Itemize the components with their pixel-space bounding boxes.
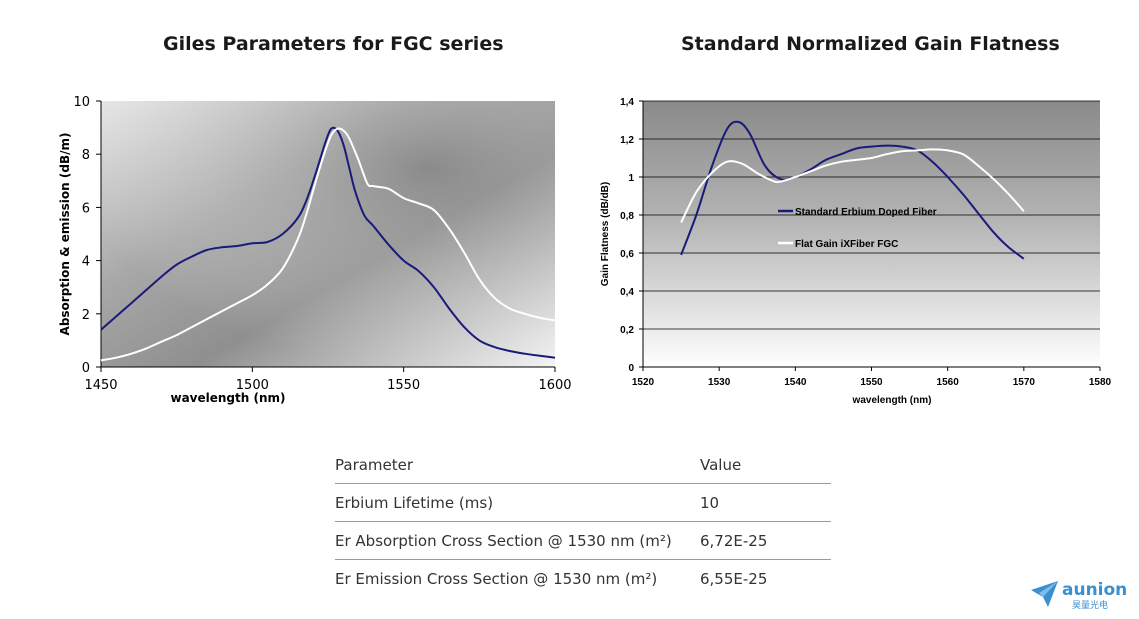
company-logo: aunion 昊量光电 xyxy=(1030,578,1130,611)
chart1-x-tick-label: 1600 xyxy=(538,378,571,393)
chart2-x-tick-label: 1560 xyxy=(937,377,960,388)
logo-name: aunion xyxy=(1062,580,1128,600)
chart2-legend-label-1: Standard Erbium Doped Fiber xyxy=(795,207,937,218)
chart1-plot: 0 2 4 6 8 10 1450 1500 1550 1600 wavelength (nm) Ab… xyxy=(58,95,572,405)
logo-subtitle: 昊量光电 xyxy=(1072,601,1109,611)
parameters-table: Parameter Value Erbium Lifetime (ms) 10 … xyxy=(335,446,831,597)
chart2-x-tick-label: 1550 xyxy=(860,377,883,388)
chart2-x-tick-label: 1570 xyxy=(1013,377,1036,388)
chart2-y-tick-label: 0,8 xyxy=(620,211,634,222)
chart2-x-tick-label: 1520 xyxy=(632,377,655,388)
chart1-x-tick-label: 1550 xyxy=(387,378,420,393)
table-cell-value: 10 xyxy=(700,483,831,522)
chart2-y-tick-label: 0,2 xyxy=(620,325,634,336)
chart1-y-tick-label: 6 xyxy=(82,201,90,216)
table-row: Er Absorption Cross Section @ 1530 nm (m… xyxy=(335,521,831,560)
table-cell-parameter: Erbium Lifetime (ms) xyxy=(335,483,700,522)
chart1-series-line-1 xyxy=(100,126,556,359)
table-cell-parameter: Er Absorption Cross Section @ 1530 nm (m… xyxy=(335,521,700,560)
chart2-plot: 0 0,2 0,4 0,6 0,8 1 1,2 1,4 1520 1530 1540 1550 1560… xyxy=(600,97,1112,406)
table-header-row: Parameter Value xyxy=(335,446,831,484)
chart1-series-line-2 xyxy=(100,127,556,362)
chart2-legend-label-2: Flat Gain iXFiber FGC xyxy=(795,239,898,250)
table-row: Er Emission Cross Section @ 1530 nm (m²)… xyxy=(335,560,831,598)
table-header-parameter: Parameter xyxy=(335,446,700,484)
chart1-y-tick-label: 8 xyxy=(82,148,90,163)
table-header-value: Value xyxy=(700,446,831,484)
table-cell-parameter: Er Emission Cross Section @ 1530 nm (m²) xyxy=(335,569,658,588)
chart1-y-tick-label: 10 xyxy=(73,95,90,110)
chart2-x-axis-label: wavelength (nm) xyxy=(852,395,932,406)
paper-plane-logo-icon xyxy=(1031,581,1058,607)
chart2-y-axis-label: Gain Flatness (dB/dB) xyxy=(600,182,611,286)
chart1-x-axis-label: wavelength (nm) xyxy=(170,391,285,405)
chart1-title: Giles Parameters for FGC series xyxy=(163,33,504,55)
chart2-series-line-2 xyxy=(680,148,1025,224)
chart2-y-tick-label: 0 xyxy=(628,363,634,374)
chart2-background xyxy=(643,101,1100,367)
chart1-x-tick-label: 1450 xyxy=(84,378,117,393)
chart2-y-tick-label: 0,6 xyxy=(620,249,634,260)
chart1-y-tick-label: 2 xyxy=(82,308,90,323)
chart2-x-tick-label: 1530 xyxy=(708,377,731,388)
table-row: Erbium Lifetime (ms) 10 xyxy=(335,483,831,522)
table-cell-value: 6,72E-25 xyxy=(700,521,831,560)
table-cell-value: 6,55E-25 xyxy=(700,569,768,588)
chart1-x-tick-label: 1500 xyxy=(236,378,269,393)
chart2-x-tick-label: 1540 xyxy=(784,377,807,388)
chart2-y-tick-label: 1,4 xyxy=(620,97,634,108)
chart2-x-tick-label: 1580 xyxy=(1089,377,1112,388)
chart2-series-line-1 xyxy=(680,120,1025,260)
chart1-y-axis-label: Absorption & emission (dB/m) xyxy=(58,133,72,336)
chart2-y-tick-label: 1 xyxy=(628,173,634,184)
chart2-title: Standard Normalized Gain Flatness xyxy=(681,33,1060,55)
chart2-y-tick-label: 0,4 xyxy=(620,287,634,298)
chart1-y-tick-label: 0 xyxy=(82,361,90,376)
chart2-y-tick-label: 1,2 xyxy=(620,135,634,146)
chart1-y-tick-label: 4 xyxy=(82,255,90,270)
